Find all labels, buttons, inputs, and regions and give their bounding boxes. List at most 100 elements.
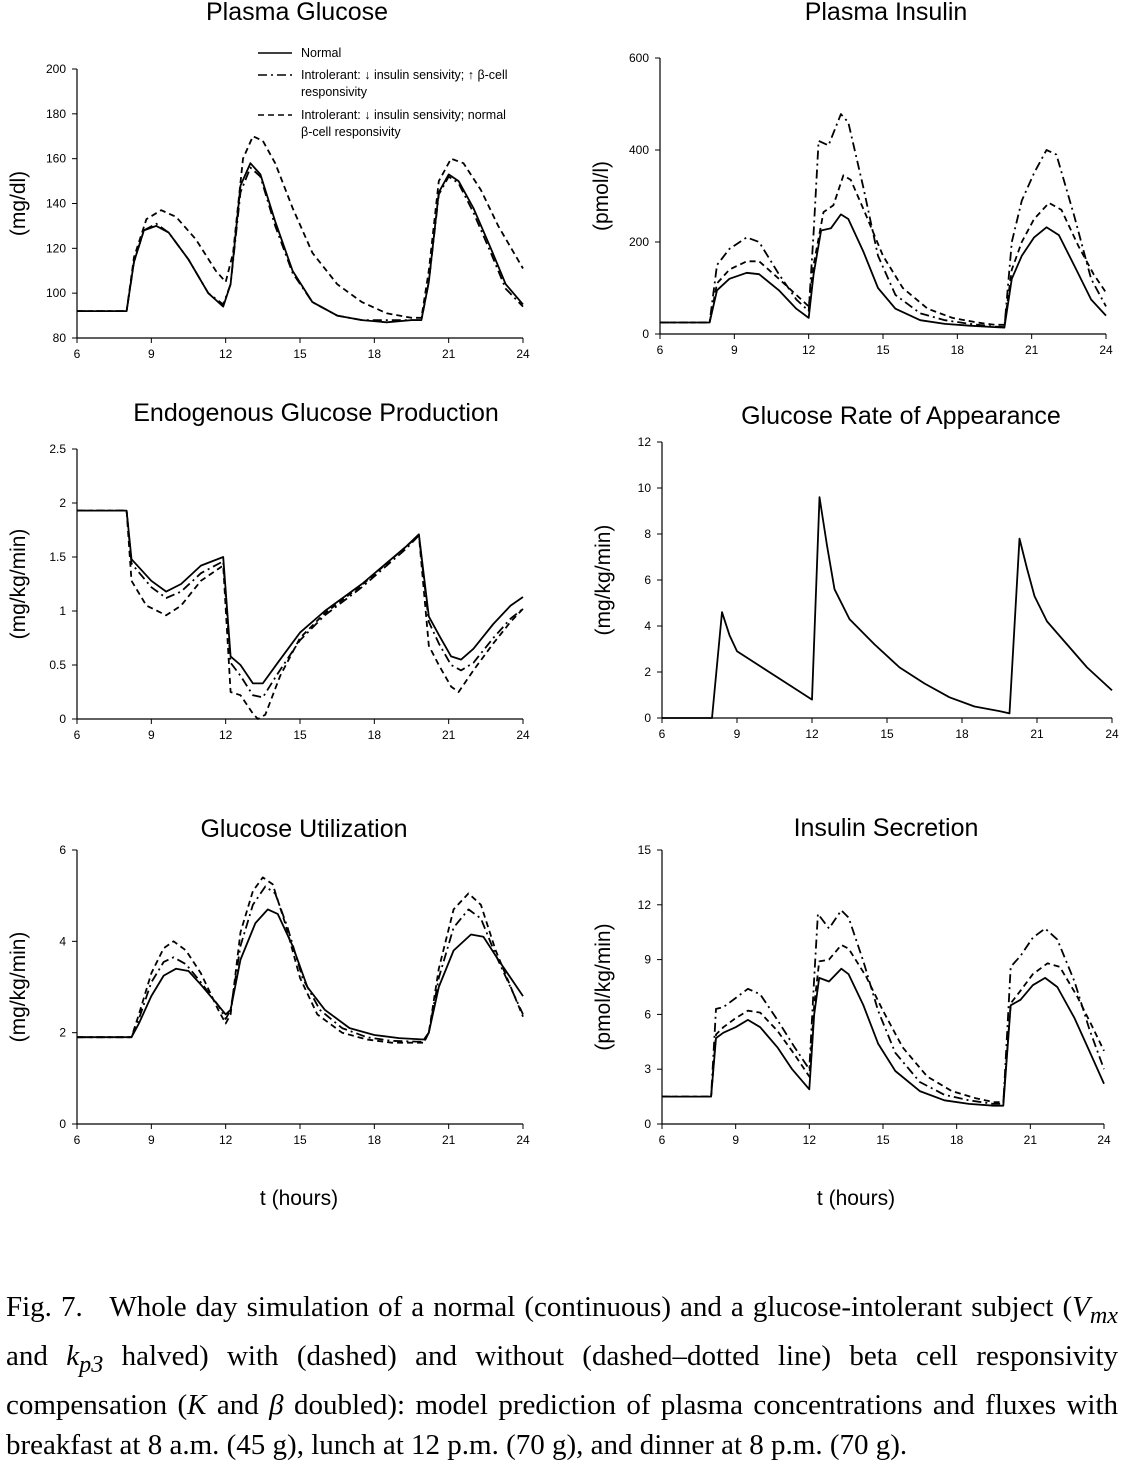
y-tick-label: 9 xyxy=(644,953,651,967)
y-tick-label: 0 xyxy=(644,1117,651,1131)
caption-text-1: Whole day simulation of a normal (contin… xyxy=(109,1291,1073,1323)
y-axis-label: (mg/kg/min) xyxy=(7,932,30,1043)
panel-title: Insulin Secretion xyxy=(794,814,979,842)
panel-1: Plasma Glucose 6 9 12 15 18 21 24 80 100 120 140 160… xyxy=(7,0,530,361)
series-line-intolerant_normal xyxy=(660,174,1107,326)
x-tick-label: 24 xyxy=(1105,727,1119,741)
series-line-intolerant_normal xyxy=(662,944,1105,1103)
y-tick-label: 10 xyxy=(638,481,652,495)
y-tick-label: 2 xyxy=(59,496,66,510)
series-line-intolerant_normal xyxy=(77,135,524,319)
x-tick-label: 9 xyxy=(148,1133,155,1147)
x-tick-label: 18 xyxy=(955,727,969,741)
x-tick-label: 18 xyxy=(368,347,382,361)
series-line-normal xyxy=(662,496,1113,719)
caption-symbol-v: V xyxy=(1072,1291,1090,1323)
x-tick-label: 9 xyxy=(148,347,155,361)
legend-label: Introlerant: ↓ insulin sensivity; ↑ β-ce… xyxy=(301,68,508,82)
x-tick-label: 6 xyxy=(74,347,81,361)
x-tick-label: 15 xyxy=(293,728,307,742)
series-line-normal xyxy=(77,162,524,324)
x-tick-label: 24 xyxy=(1099,343,1113,357)
series-line-intolerant_up xyxy=(660,113,1107,328)
y-tick-label: 12 xyxy=(638,435,652,449)
y-tick-label: 15 xyxy=(638,843,652,857)
y-tick-label: 3 xyxy=(644,1062,651,1076)
series-line-intolerant_up xyxy=(662,909,1105,1105)
y-tick-label: 4 xyxy=(59,934,66,948)
x-tick-label: 18 xyxy=(950,1133,964,1147)
y-tick-label: 200 xyxy=(46,62,66,76)
caption-symbol-beta: β xyxy=(269,1388,284,1421)
caption-text-4: and xyxy=(206,1388,270,1421)
series-line-intolerant_up xyxy=(77,166,524,321)
y-tick-label: 0 xyxy=(59,1117,66,1131)
y-axis-label: (mg/kg/min) xyxy=(592,525,615,636)
x-tick-label: 24 xyxy=(516,347,530,361)
y-tick-label: 1.5 xyxy=(49,550,66,564)
panel-6: Insulin Secretion 6 9 12 15 18 21 24 0 3 6 9 12 15 (pm… xyxy=(592,814,1111,1147)
x-tick-label: 18 xyxy=(951,343,965,357)
y-axis-label: (mg/kg/min) xyxy=(7,529,30,640)
x-tick-label: 6 xyxy=(74,728,81,742)
y-axis-label: (pmol/l) xyxy=(590,161,613,231)
y-tick-label: 2 xyxy=(59,1026,66,1040)
panel-title: Endogenous Glucose Production xyxy=(133,399,499,427)
x-tick-label: 21 xyxy=(1024,1133,1038,1147)
x-axis-label: t (hours) xyxy=(260,1187,338,1210)
x-tick-label: 21 xyxy=(1030,727,1044,741)
x-tick-label: 15 xyxy=(880,727,894,741)
x-tick-label: 12 xyxy=(803,1133,817,1147)
x-tick-label: 6 xyxy=(659,727,666,741)
caption-symbol-K: K xyxy=(187,1388,207,1421)
y-tick-label: 6 xyxy=(59,843,66,857)
series-line-normal xyxy=(660,213,1107,329)
x-tick-label: 18 xyxy=(368,728,382,742)
legend-label: Normal xyxy=(301,46,341,60)
y-tick-label: 0 xyxy=(59,712,66,726)
y-tick-label: 0 xyxy=(644,711,651,725)
caption-symbol-k: k xyxy=(66,1339,80,1372)
y-tick-label: 400 xyxy=(629,143,649,157)
y-tick-label: 200 xyxy=(629,235,649,249)
y-axis-label: (pmol/kg/min) xyxy=(592,923,615,1050)
x-tick-label: 15 xyxy=(293,347,307,361)
x-tick-label: 21 xyxy=(442,728,456,742)
y-axis-label: (mg/dl) xyxy=(7,171,30,236)
panel-title: Glucose Utilization xyxy=(200,815,407,843)
y-tick-label: 140 xyxy=(46,197,66,211)
caption-label: Fig. 7. xyxy=(6,1291,83,1323)
x-tick-label: 9 xyxy=(148,728,155,742)
y-tick-label: 6 xyxy=(644,1007,651,1021)
y-tick-label: 6 xyxy=(644,573,651,587)
y-tick-label: 12 xyxy=(638,898,652,912)
caption-text-3: halved) with (dashed) and without (dashe… xyxy=(6,1339,1119,1421)
figure-caption: Fig. 7. Whole day simulation of a normal… xyxy=(6,1287,1118,1465)
x-tick-label: 24 xyxy=(516,728,530,742)
series-line-intolerant_normal xyxy=(77,876,524,1044)
x-tick-label: 12 xyxy=(219,347,233,361)
x-tick-label: 15 xyxy=(876,1133,890,1147)
y-tick-label: 160 xyxy=(46,152,66,166)
series-line-normal xyxy=(662,967,1105,1107)
x-tick-label: 12 xyxy=(805,727,819,741)
x-tick-label: 21 xyxy=(442,347,456,361)
x-tick-label: 15 xyxy=(876,343,890,357)
x-axis-label: t (hours) xyxy=(817,1187,895,1210)
x-tick-label: 24 xyxy=(516,1133,530,1147)
caption-symbol-k-sub: p3 xyxy=(79,1350,104,1378)
y-tick-label: 2.5 xyxy=(49,442,66,456)
y-tick-label: 4 xyxy=(644,619,651,633)
x-tick-label: 9 xyxy=(734,727,741,741)
series-line-normal xyxy=(77,908,524,1041)
x-tick-label: 9 xyxy=(731,343,738,357)
y-tick-label: 80 xyxy=(53,331,67,345)
x-tick-label: 12 xyxy=(802,343,816,357)
caption-symbol-v-sub: mx xyxy=(1089,1301,1118,1329)
x-tick-label: 21 xyxy=(1025,343,1039,357)
x-tick-label: 15 xyxy=(293,1133,307,1147)
panel-2: Plasma Insulin 6 9 12 15 18 21 24 0 200 400 600 (pmo… xyxy=(590,0,1113,357)
